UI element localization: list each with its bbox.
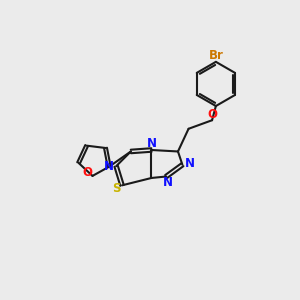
Text: N: N [146, 137, 157, 150]
Text: S: S [112, 182, 121, 195]
Text: N: N [163, 176, 173, 190]
Text: O: O [82, 167, 92, 179]
Text: O: O [207, 108, 217, 121]
Text: N: N [104, 160, 114, 173]
Text: Br: Br [208, 49, 223, 62]
Text: N: N [185, 157, 195, 170]
